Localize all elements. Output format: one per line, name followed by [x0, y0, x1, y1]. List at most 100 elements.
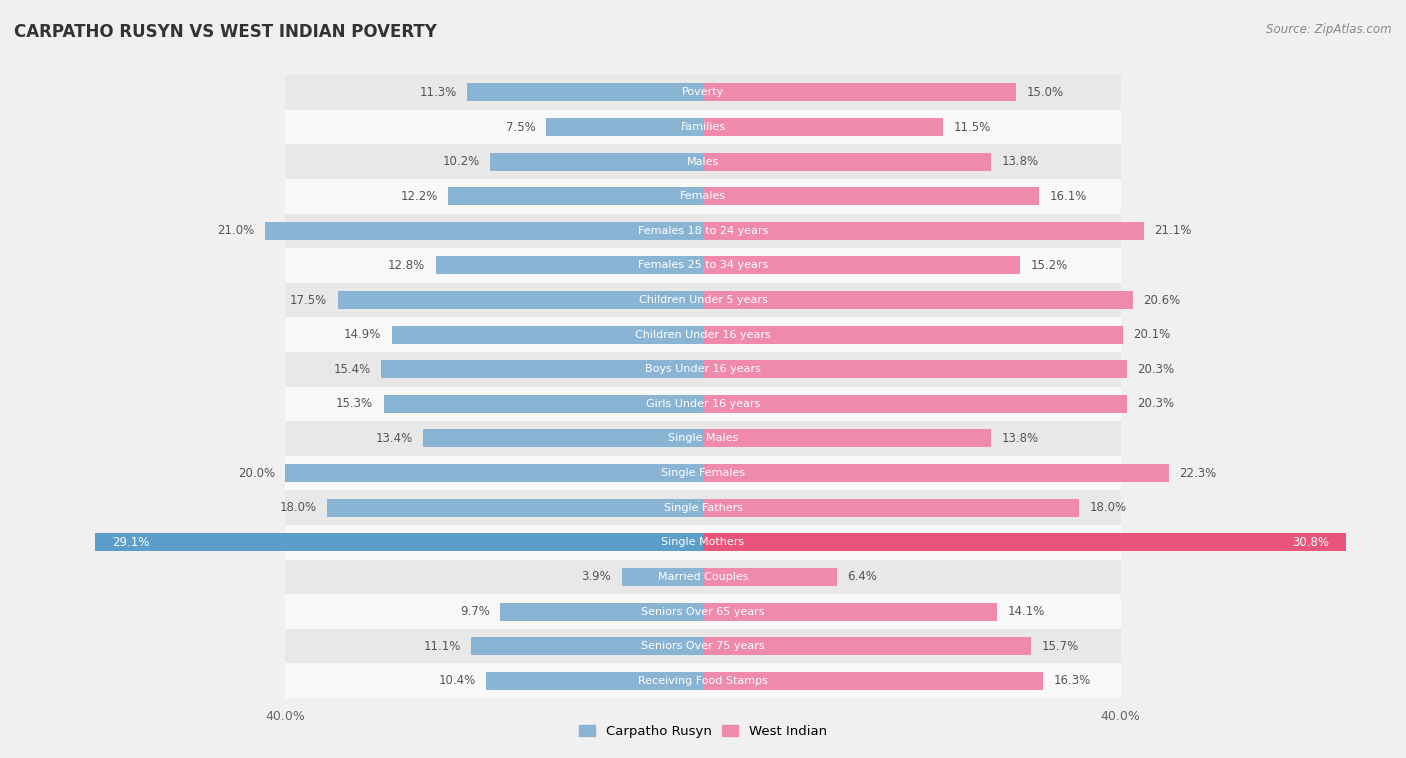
- Text: 6.4%: 6.4%: [846, 571, 877, 584]
- Text: 3.9%: 3.9%: [582, 571, 612, 584]
- Bar: [337, 291, 703, 309]
- Bar: [436, 256, 703, 274]
- Text: 15.7%: 15.7%: [1042, 640, 1078, 653]
- Text: Boys Under 16 years: Boys Under 16 years: [645, 365, 761, 374]
- Bar: [501, 603, 703, 621]
- Bar: [96, 534, 703, 551]
- Bar: [285, 110, 1121, 144]
- Bar: [285, 144, 1121, 179]
- Bar: [703, 464, 1168, 482]
- Text: 14.1%: 14.1%: [1008, 605, 1045, 618]
- Bar: [285, 248, 1121, 283]
- Text: 10.4%: 10.4%: [439, 674, 475, 688]
- Text: 13.8%: 13.8%: [1001, 155, 1039, 168]
- Bar: [392, 326, 703, 343]
- Bar: [285, 594, 1121, 629]
- Bar: [285, 456, 1121, 490]
- Bar: [285, 629, 1121, 663]
- Bar: [285, 525, 1121, 559]
- Bar: [703, 360, 1126, 378]
- Text: 11.5%: 11.5%: [953, 121, 991, 133]
- Text: CARPATHO RUSYN VS WEST INDIAN POVERTY: CARPATHO RUSYN VS WEST INDIAN POVERTY: [14, 23, 437, 41]
- Bar: [621, 568, 703, 586]
- Text: 20.1%: 20.1%: [1133, 328, 1170, 341]
- Text: Receiving Food Stamps: Receiving Food Stamps: [638, 675, 768, 686]
- Text: Females 18 to 24 years: Females 18 to 24 years: [638, 226, 768, 236]
- Text: Married Couples: Married Couples: [658, 572, 748, 582]
- Text: 15.3%: 15.3%: [336, 397, 373, 410]
- Bar: [703, 83, 1017, 102]
- Bar: [703, 291, 1133, 309]
- Bar: [285, 387, 1121, 421]
- Bar: [285, 214, 1121, 248]
- Text: Girls Under 16 years: Girls Under 16 years: [645, 399, 761, 409]
- Bar: [285, 283, 1121, 318]
- Text: 15.4%: 15.4%: [333, 363, 371, 376]
- Text: 13.4%: 13.4%: [375, 432, 413, 445]
- Bar: [449, 187, 703, 205]
- Bar: [703, 637, 1031, 655]
- Bar: [703, 326, 1122, 343]
- Bar: [547, 118, 703, 136]
- Bar: [285, 179, 1121, 214]
- Bar: [264, 222, 703, 240]
- Bar: [703, 568, 837, 586]
- Text: Source: ZipAtlas.com: Source: ZipAtlas.com: [1267, 23, 1392, 36]
- Text: 16.1%: 16.1%: [1049, 190, 1087, 202]
- Bar: [285, 318, 1121, 352]
- Text: 11.3%: 11.3%: [419, 86, 457, 99]
- Bar: [703, 603, 997, 621]
- Bar: [285, 464, 703, 482]
- Bar: [703, 395, 1126, 413]
- Bar: [384, 395, 703, 413]
- Text: 13.8%: 13.8%: [1001, 432, 1039, 445]
- Bar: [703, 256, 1021, 274]
- Text: 18.0%: 18.0%: [1090, 501, 1126, 514]
- Bar: [703, 118, 943, 136]
- Text: 15.2%: 15.2%: [1031, 259, 1069, 272]
- Text: 7.5%: 7.5%: [506, 121, 536, 133]
- Text: 29.1%: 29.1%: [112, 536, 149, 549]
- Text: Seniors Over 65 years: Seniors Over 65 years: [641, 606, 765, 616]
- Text: 14.9%: 14.9%: [344, 328, 381, 341]
- Text: Poverty: Poverty: [682, 87, 724, 98]
- Bar: [285, 490, 1121, 525]
- Bar: [703, 672, 1043, 690]
- Text: 9.7%: 9.7%: [460, 605, 491, 618]
- Text: 20.6%: 20.6%: [1143, 293, 1181, 306]
- Bar: [486, 672, 703, 690]
- Bar: [471, 637, 703, 655]
- Text: 30.8%: 30.8%: [1292, 536, 1329, 549]
- Text: 10.2%: 10.2%: [443, 155, 479, 168]
- Text: 20.3%: 20.3%: [1137, 397, 1174, 410]
- Text: Single Fathers: Single Fathers: [664, 503, 742, 512]
- Text: 20.0%: 20.0%: [238, 467, 276, 480]
- Text: Single Females: Single Females: [661, 468, 745, 478]
- Bar: [703, 222, 1143, 240]
- Text: Families: Families: [681, 122, 725, 132]
- Bar: [328, 499, 703, 517]
- Bar: [423, 430, 703, 447]
- Bar: [703, 430, 991, 447]
- Text: Males: Males: [688, 157, 718, 167]
- Bar: [285, 559, 1121, 594]
- Bar: [285, 421, 1121, 456]
- Text: Females 25 to 34 years: Females 25 to 34 years: [638, 261, 768, 271]
- Text: 21.1%: 21.1%: [1154, 224, 1191, 237]
- Text: Seniors Over 75 years: Seniors Over 75 years: [641, 641, 765, 651]
- Bar: [285, 663, 1121, 698]
- Legend: Carpatho Rusyn, West Indian: Carpatho Rusyn, West Indian: [574, 719, 832, 743]
- Text: 17.5%: 17.5%: [290, 293, 328, 306]
- Bar: [285, 75, 1121, 110]
- Bar: [703, 499, 1078, 517]
- Text: 15.0%: 15.0%: [1026, 86, 1064, 99]
- Bar: [703, 187, 1039, 205]
- Text: 18.0%: 18.0%: [280, 501, 316, 514]
- Bar: [285, 352, 1121, 387]
- Text: Females: Females: [681, 191, 725, 202]
- Text: Children Under 16 years: Children Under 16 years: [636, 330, 770, 340]
- Bar: [467, 83, 703, 102]
- Bar: [703, 534, 1346, 551]
- Text: 11.1%: 11.1%: [423, 640, 461, 653]
- Bar: [381, 360, 703, 378]
